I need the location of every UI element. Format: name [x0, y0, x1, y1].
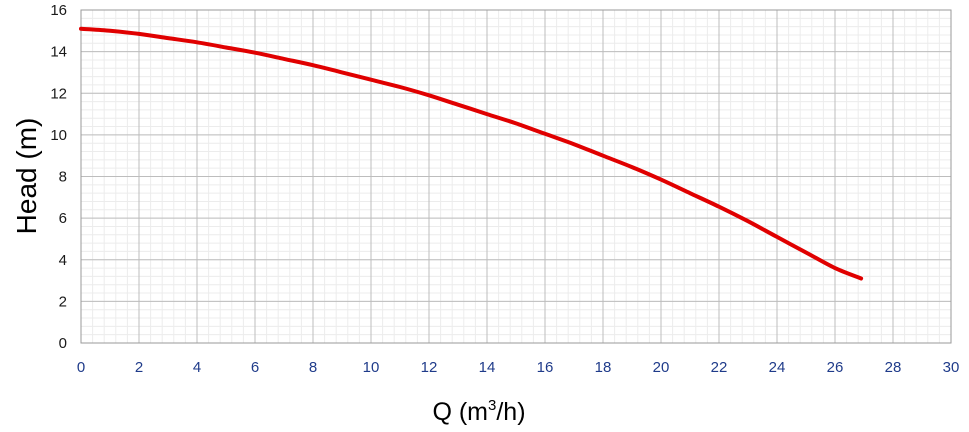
y-tick-label: 0	[59, 335, 67, 352]
x-axis-label-main: Q (m	[432, 398, 488, 426]
x-tick-label: 10	[363, 359, 380, 376]
x-tick-label: 20	[653, 359, 670, 376]
series-layer	[79, 26, 864, 281]
y-axis-label: Head (m)	[11, 118, 42, 235]
x-tick-label: 0	[77, 359, 85, 376]
x-axis-label-end: /h)	[496, 398, 525, 426]
x-tick-label: 16	[537, 359, 554, 376]
x-tick-label: 24	[769, 359, 786, 376]
y-tick-label: 16	[50, 2, 67, 19]
y-tick-label: 14	[50, 44, 67, 61]
x-tick-label: 6	[251, 359, 259, 376]
y-tick-label: 6	[59, 210, 67, 227]
x-axis-label-superscript: 3	[488, 397, 496, 414]
x-axis-ticks: 0 2 4 6 8 10 12 14 16 18 20 22 24 26 28 30	[77, 359, 960, 376]
x-tick-label: 26	[827, 359, 844, 376]
x-tick-label: 14	[479, 359, 496, 376]
y-tick-label: 2	[59, 293, 67, 310]
head-curve-line	[79, 26, 864, 281]
y-tick-label: 12	[50, 85, 67, 102]
x-tick-label: 18	[595, 359, 612, 376]
x-tick-label: 4	[193, 359, 201, 376]
x-tick-label: 2	[135, 359, 143, 376]
x-tick-label: 28	[885, 359, 902, 376]
x-tick-label: 22	[711, 359, 728, 376]
y-tick-label: 8	[59, 169, 67, 186]
y-tick-label: 4	[59, 252, 67, 269]
x-tick-label: 8	[309, 359, 317, 376]
plot-area-frame	[80, 9, 952, 344]
y-axis-ticks: 0 2 4 6 8 10 12 14 16	[50, 2, 67, 352]
y-tick-label: 10	[50, 127, 67, 144]
x-tick-label: 12	[421, 359, 438, 376]
x-tick-label: 30	[943, 359, 960, 376]
x-axis-label: Q (m3/h)	[432, 397, 525, 426]
